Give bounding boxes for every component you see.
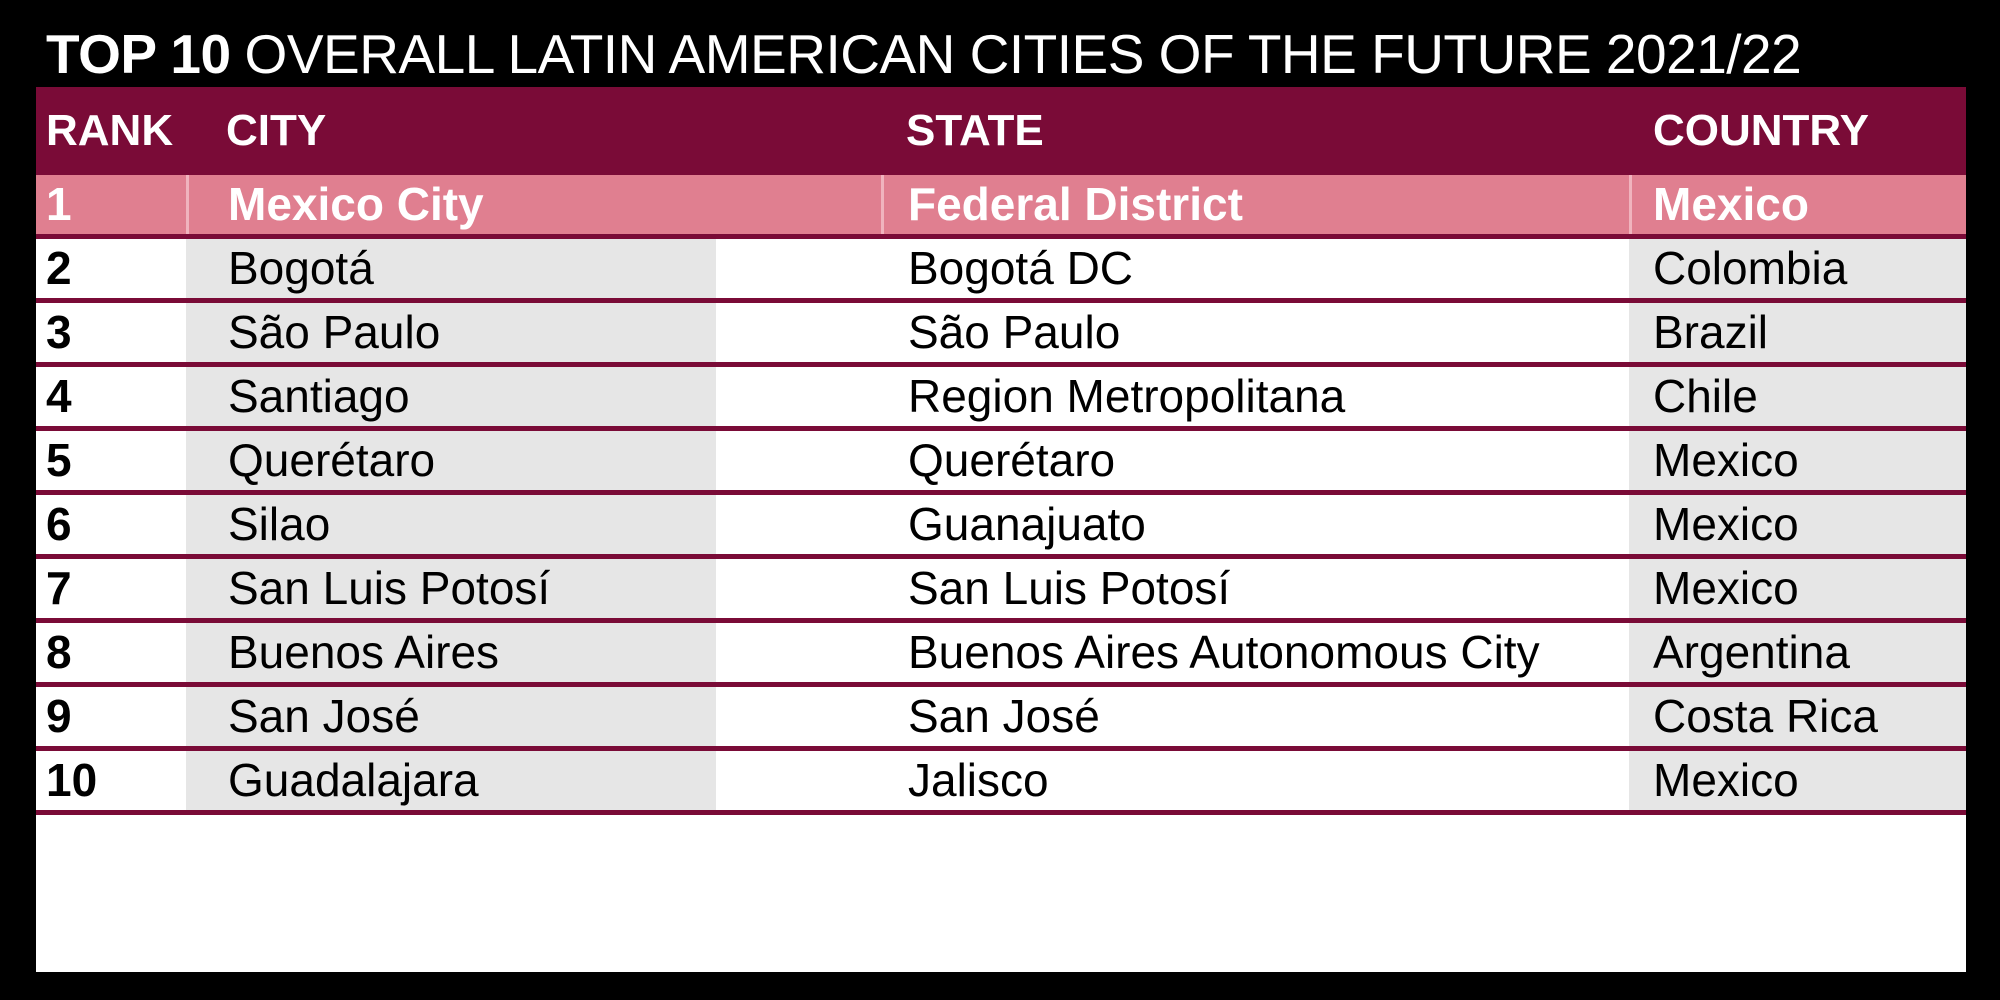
country-cell: Mexico — [1653, 754, 1799, 806]
row-band — [186, 175, 716, 239]
rank-cell: 3 — [46, 306, 72, 358]
state-cell: Bogotá DC — [908, 242, 1134, 294]
state-cell: Guanajuato — [908, 498, 1146, 550]
row-band — [186, 751, 716, 815]
table-row: 6 Silao Guanajuato Mexico — [36, 495, 1966, 559]
city-cell: San Luis Potosí — [228, 562, 551, 614]
table-row: 3 São Paulo São Paulo Brazil — [36, 303, 1966, 367]
city-cell: Bogotá — [228, 242, 374, 294]
column-divider — [1629, 175, 1632, 239]
table-row: 2 Bogotá Bogotá DC Colombia — [36, 239, 1966, 303]
row-separator — [36, 554, 1966, 559]
rank-cell: 2 — [46, 242, 72, 294]
city-cell: Guadalajara — [228, 754, 479, 806]
column-header-rank: RANK — [46, 106, 174, 155]
row-separator — [36, 746, 1966, 751]
rank-cell: 7 — [46, 562, 72, 614]
column-header-state: STATE — [906, 106, 1044, 155]
state-cell: Region Metropolitana — [908, 370, 1346, 422]
table-row: 8 Buenos Aires Buenos Aires Autonomous Cit… — [36, 623, 1966, 687]
rank-cell: 5 — [46, 434, 72, 486]
row-band — [1629, 687, 1966, 751]
column-header-country: COUNTRY — [1653, 106, 1869, 155]
rankings-table: RANK CITY STATE COUNTRY 1 Mexico City Fede… — [36, 87, 1966, 972]
row-separator — [36, 682, 1966, 687]
column-divider — [186, 175, 189, 239]
row-separator — [36, 362, 1966, 367]
row-separator — [36, 298, 1966, 303]
table-row: 5 Querétaro Querétaro Mexico — [36, 431, 1966, 495]
row-band — [1629, 623, 1966, 687]
row-separator — [36, 426, 1966, 431]
state-cell: São Paulo — [908, 306, 1121, 358]
rank-cell: 10 — [46, 754, 98, 806]
country-cell: Argentina — [1653, 626, 1850, 678]
country-cell: Colombia — [1653, 242, 1848, 294]
city-cell: Mexico City — [228, 178, 484, 230]
title-lead: TOP 10 — [46, 23, 231, 85]
city-cell: Querétaro — [228, 434, 436, 486]
country-cell: Mexico — [1653, 178, 1809, 230]
row-band — [186, 431, 716, 495]
table-row: 1 Mexico City Federal District Mexico — [36, 175, 1966, 239]
country-cell: Mexico — [1653, 434, 1799, 486]
column-header-city: CITY — [226, 106, 327, 155]
city-cell: São Paulo — [228, 306, 441, 358]
country-cell: Chile — [1653, 370, 1758, 422]
row-band — [186, 239, 716, 303]
row-separator — [36, 490, 1966, 495]
country-cell: Mexico — [1653, 562, 1799, 614]
row-band — [186, 303, 716, 367]
row-band — [186, 367, 716, 431]
rank-cell: 9 — [46, 690, 72, 742]
row-band — [186, 623, 716, 687]
row-separator — [36, 618, 1966, 623]
row-band — [1629, 239, 1966, 303]
row-band — [186, 559, 716, 623]
row-band — [1629, 559, 1966, 623]
table-row: 9 San José San José Costa Rica — [36, 687, 1966, 751]
state-cell: San José — [908, 690, 1100, 742]
city-cell: Santiago — [228, 370, 410, 422]
country-cell: Brazil — [1653, 306, 1769, 358]
rank-cell: 8 — [46, 626, 72, 678]
state-cell: Federal District — [908, 178, 1243, 230]
row-band — [1629, 303, 1966, 367]
table-row: 10 Guadalajara Jalisco Mexico — [36, 751, 1966, 815]
city-cell: Buenos Aires — [228, 626, 500, 678]
table-row: 7 San Luis Potosí San Luis Potosí Mexico — [36, 559, 1966, 623]
row-band — [1629, 431, 1966, 495]
country-cell: Costa Rica — [1653, 690, 1878, 742]
table-row: 4 Santiago Region Metropolitana Chile — [36, 367, 1966, 431]
rank-cell: 4 — [46, 370, 72, 422]
title-rest: OVERALL LATIN AMERICAN CITIES OF THE FUT… — [244, 23, 1802, 85]
table-header: RANK CITY STATE COUNTRY — [36, 87, 1966, 175]
column-divider — [881, 175, 884, 239]
rank-cell: 1 — [46, 178, 72, 230]
state-cell: San Luis Potosí — [908, 562, 1231, 614]
city-cell: Silao — [228, 498, 331, 550]
page-title: TOP 10 OVERALL LATIN AMERICAN CITIES OF T… — [46, 20, 1802, 88]
row-band — [186, 495, 716, 559]
row-band — [1629, 367, 1966, 431]
row-band — [186, 687, 716, 751]
row-separator — [36, 234, 1966, 239]
row-band — [1629, 495, 1966, 559]
rank-cell: 6 — [46, 498, 72, 550]
state-cell: Buenos Aires Autonomous City — [908, 626, 1540, 678]
state-cell: Querétaro — [908, 434, 1116, 486]
row-band — [1629, 751, 1966, 815]
row-separator — [36, 810, 1966, 815]
row-band — [1629, 175, 1966, 239]
state-cell: Jalisco — [908, 754, 1049, 806]
country-cell: Mexico — [1653, 498, 1799, 550]
city-cell: San José — [228, 690, 420, 742]
